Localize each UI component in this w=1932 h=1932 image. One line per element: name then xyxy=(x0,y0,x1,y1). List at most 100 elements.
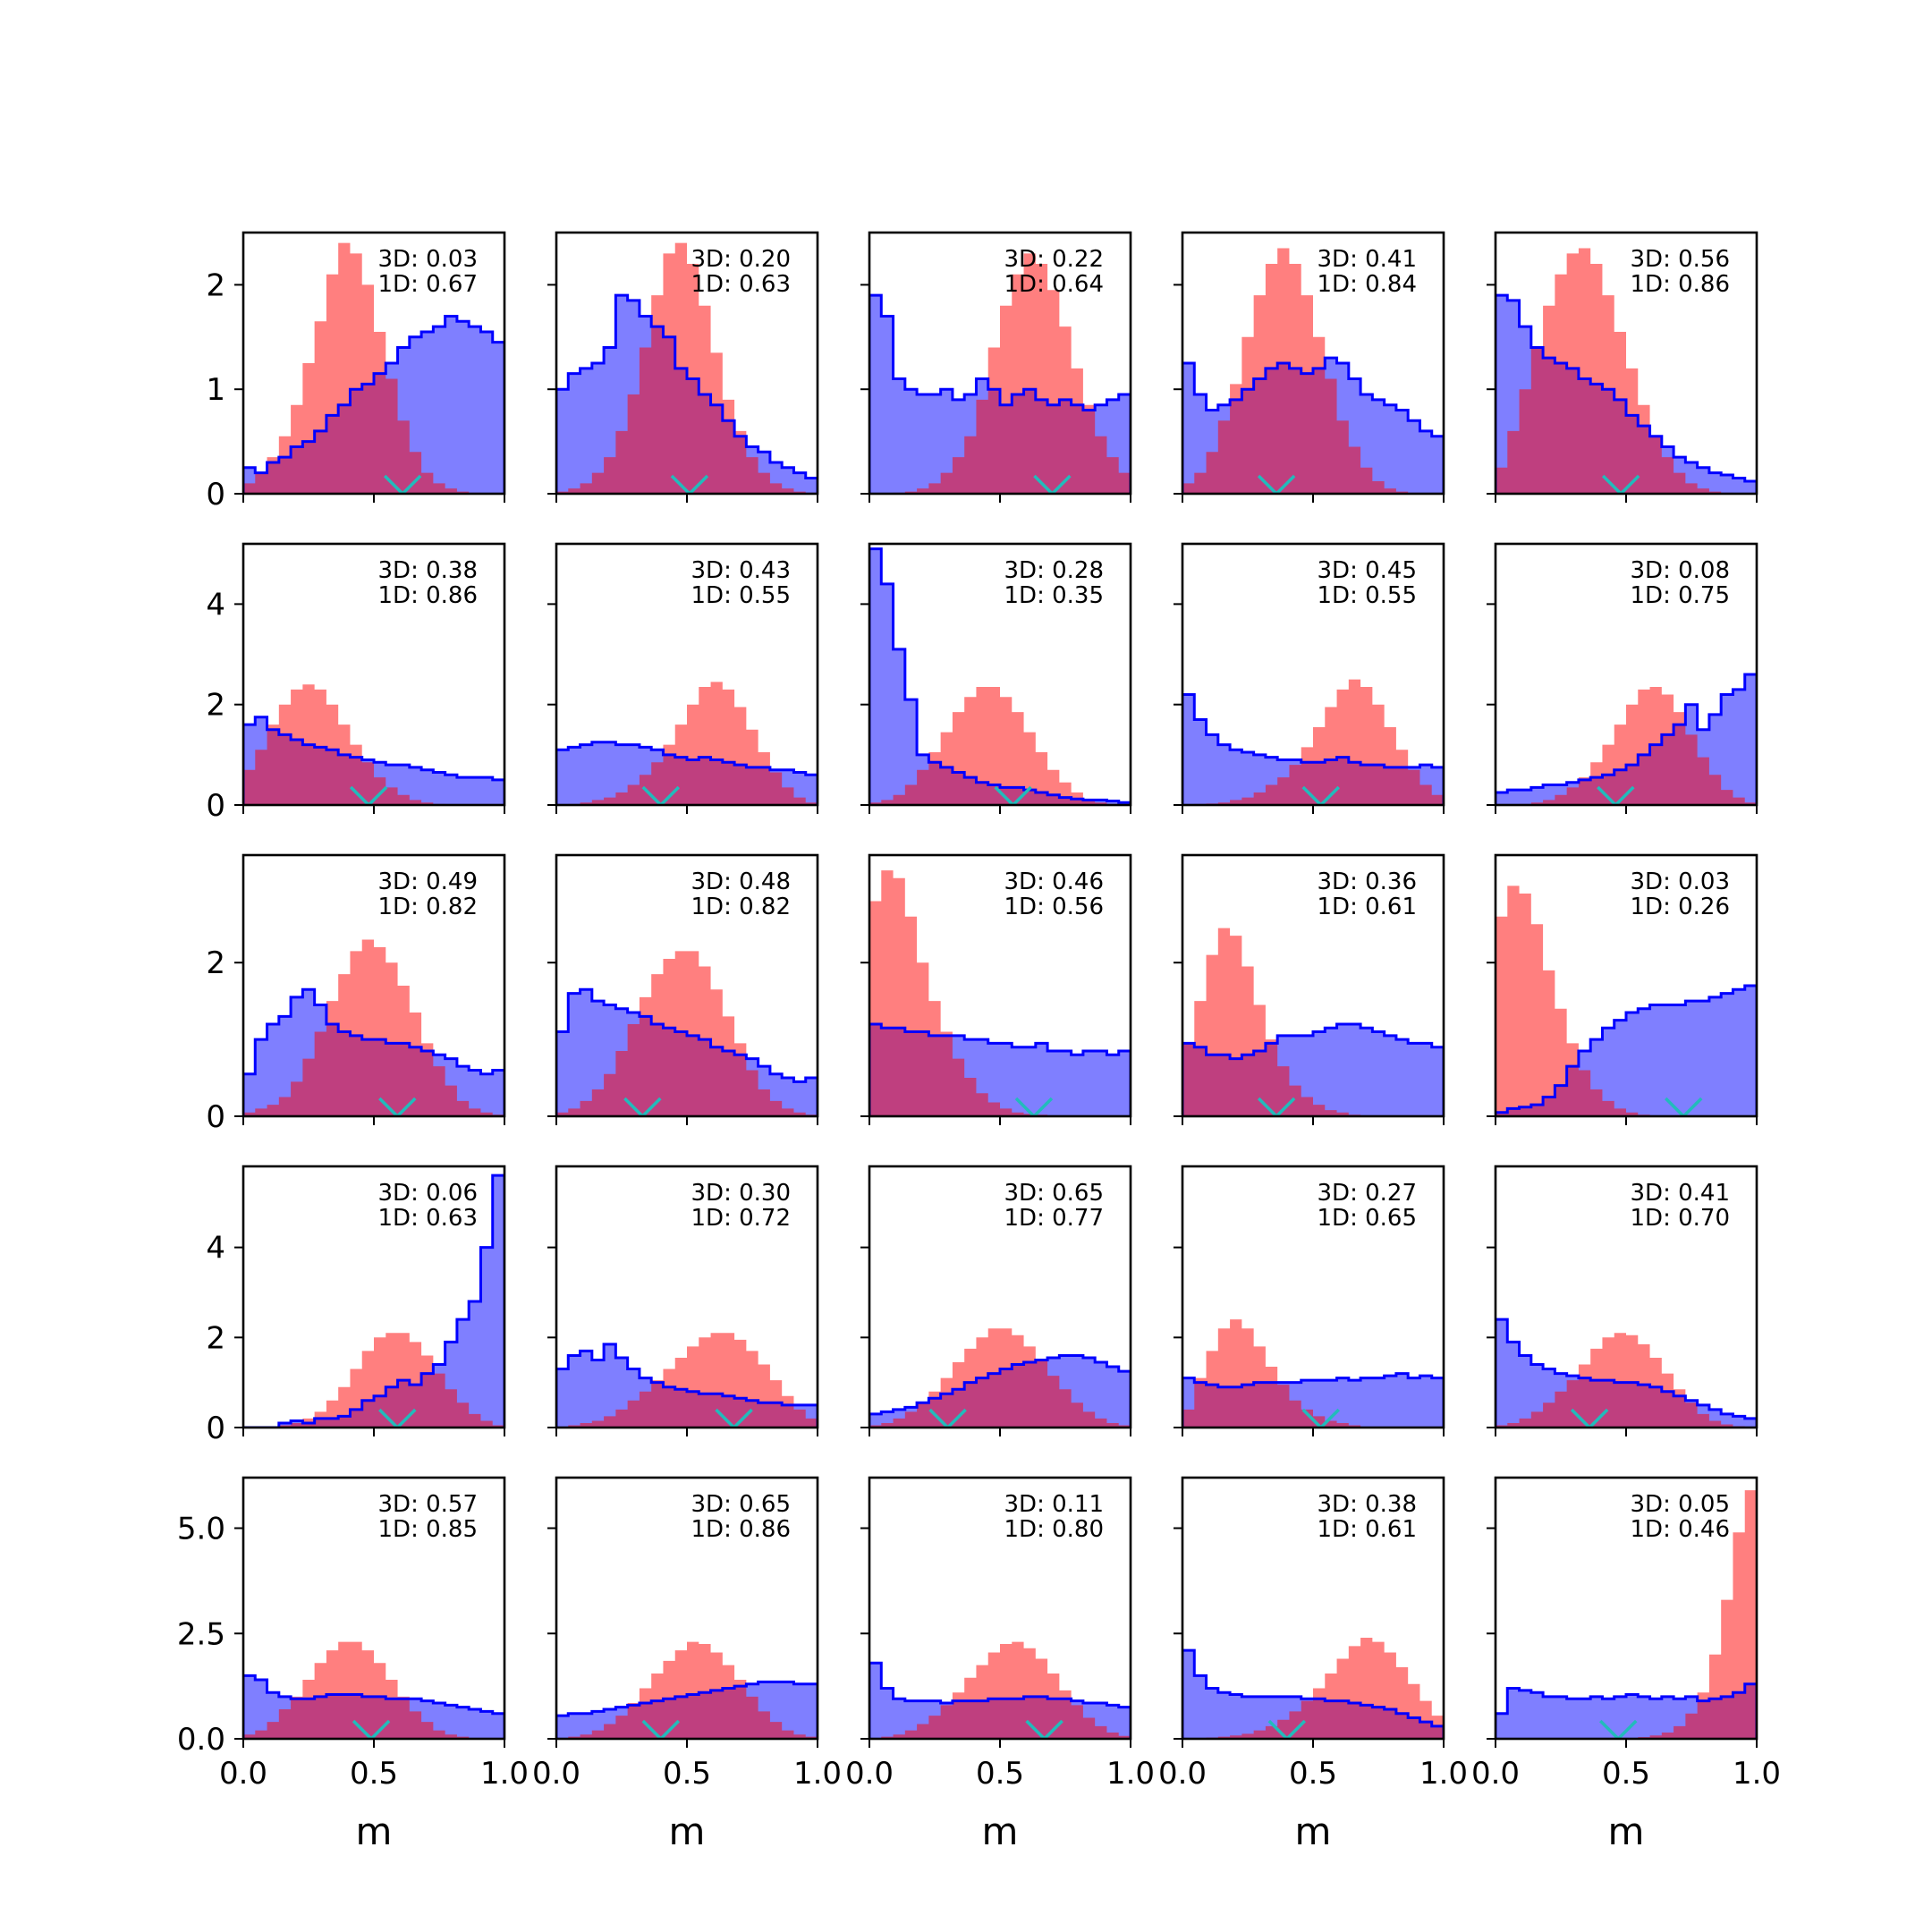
annotation-1d: 1D: 0.63 xyxy=(378,1205,478,1232)
annotation-1d: 1D: 0.35 xyxy=(1004,582,1104,609)
plot-area xyxy=(243,1641,504,1739)
annotation-3d: 3D: 0.03 xyxy=(378,246,478,273)
annotation-1d: 1D: 0.72 xyxy=(691,1205,791,1232)
red-histogram-fill xyxy=(1182,1319,1444,1428)
x-tick-label: 1.0 xyxy=(1106,1756,1155,1792)
blue-histogram-fill xyxy=(243,1175,504,1428)
blue-histogram-fill xyxy=(1496,986,1757,1116)
annotation-3d: 3D: 0.56 xyxy=(1631,246,1730,273)
blue-histogram-step xyxy=(556,741,818,805)
x-tick-label: 0.0 xyxy=(532,1756,580,1792)
y-tick-label: 2 xyxy=(206,945,225,981)
annotation-1d: 1D: 0.84 xyxy=(1318,271,1417,298)
value-marker xyxy=(1599,1719,1638,1739)
x-tick-label: 0.5 xyxy=(976,1756,1024,1792)
annotation-3d: 3D: 0.30 xyxy=(691,1180,791,1207)
blue-histogram-step xyxy=(1496,293,1757,494)
plot-area xyxy=(869,1641,1131,1739)
blue-histogram-step xyxy=(869,1661,1131,1739)
annotation-3d: 3D: 0.08 xyxy=(1631,557,1730,584)
plot-area xyxy=(869,547,1131,805)
plot-area xyxy=(1496,1490,1757,1739)
annotation-3d: 3D: 0.11 xyxy=(1004,1491,1104,1518)
annotation-1d: 1D: 0.65 xyxy=(1318,1205,1417,1232)
value-marker xyxy=(1301,785,1340,805)
y-tick-label: 2.5 xyxy=(177,1616,225,1652)
red-histogram-fill xyxy=(556,1333,818,1428)
annotation-3d: 3D: 0.38 xyxy=(1318,1491,1417,1518)
value-marker xyxy=(1033,474,1072,494)
annotation-1d: 1D: 0.80 xyxy=(1004,1516,1104,1543)
y-tick-label: 0 xyxy=(206,1411,225,1446)
red-histogram-fill xyxy=(1496,1333,1757,1428)
blue-histogram-step xyxy=(243,1674,504,1739)
blue-histogram-step xyxy=(1182,1022,1444,1116)
x-tick-label: 0.5 xyxy=(1289,1756,1337,1792)
plot-area xyxy=(1496,248,1757,494)
annotation-3d: 3D: 0.38 xyxy=(378,557,478,584)
blue-histogram-step xyxy=(243,716,504,805)
blue-histogram-step xyxy=(1182,692,1444,805)
plot-area xyxy=(869,1328,1131,1428)
red-histogram-fill xyxy=(869,870,1131,1116)
x-axis-label: m xyxy=(356,1809,393,1853)
plot-area xyxy=(1182,248,1444,494)
annotation-1d: 1D: 0.82 xyxy=(691,894,791,920)
x-axis-label: m xyxy=(982,1809,1019,1853)
red-histogram-fill xyxy=(243,1641,504,1739)
plot-area xyxy=(243,939,504,1116)
plot-area xyxy=(1496,1318,1757,1428)
y-tick-label: 2 xyxy=(206,688,225,724)
value-marker xyxy=(928,1408,967,1428)
annotation-1d: 1D: 0.75 xyxy=(1631,582,1730,609)
value-marker xyxy=(641,785,681,805)
x-axis-label: m xyxy=(1608,1809,1645,1853)
annotation-1d: 1D: 0.67 xyxy=(378,271,478,298)
annotation-1d: 1D: 0.26 xyxy=(1631,894,1730,920)
y-tick-label: 2 xyxy=(206,267,225,303)
value-marker xyxy=(670,474,709,494)
value-marker xyxy=(994,785,1032,805)
annotation-3d: 3D: 0.05 xyxy=(1631,1491,1730,1518)
annotation-3d: 3D: 0.03 xyxy=(1631,869,1730,895)
x-tick-label: 0.5 xyxy=(663,1756,711,1792)
blue-histogram-step xyxy=(869,1353,1131,1428)
annotation-1d: 1D: 0.55 xyxy=(691,582,791,609)
annotation-1d: 1D: 0.85 xyxy=(378,1516,478,1543)
annotation-3d: 3D: 0.48 xyxy=(691,869,791,895)
plot-area xyxy=(243,684,504,805)
red-histogram-fill xyxy=(243,1333,504,1428)
value-marker xyxy=(1025,1719,1063,1739)
red-histogram-fill xyxy=(556,1641,818,1739)
annotation-3d: 3D: 0.43 xyxy=(691,557,791,584)
y-tick-label: 2 xyxy=(206,1320,225,1356)
plot-area xyxy=(556,682,818,805)
annotation-3d: 3D: 0.36 xyxy=(1318,869,1417,895)
blue-histogram-step xyxy=(556,1343,818,1428)
x-tick-label: 0.5 xyxy=(1602,1756,1650,1792)
value-marker xyxy=(623,1097,662,1116)
value-marker xyxy=(352,1719,391,1739)
plot-area xyxy=(1496,673,1757,805)
value-marker xyxy=(378,1408,417,1428)
plot-area xyxy=(1182,679,1444,805)
plot-area xyxy=(243,242,504,494)
y-tick-label: 0 xyxy=(206,1099,225,1135)
blue-histogram-step xyxy=(869,293,1131,494)
red-histogram-fill xyxy=(1182,679,1444,805)
blue-histogram-step xyxy=(1496,1318,1757,1428)
